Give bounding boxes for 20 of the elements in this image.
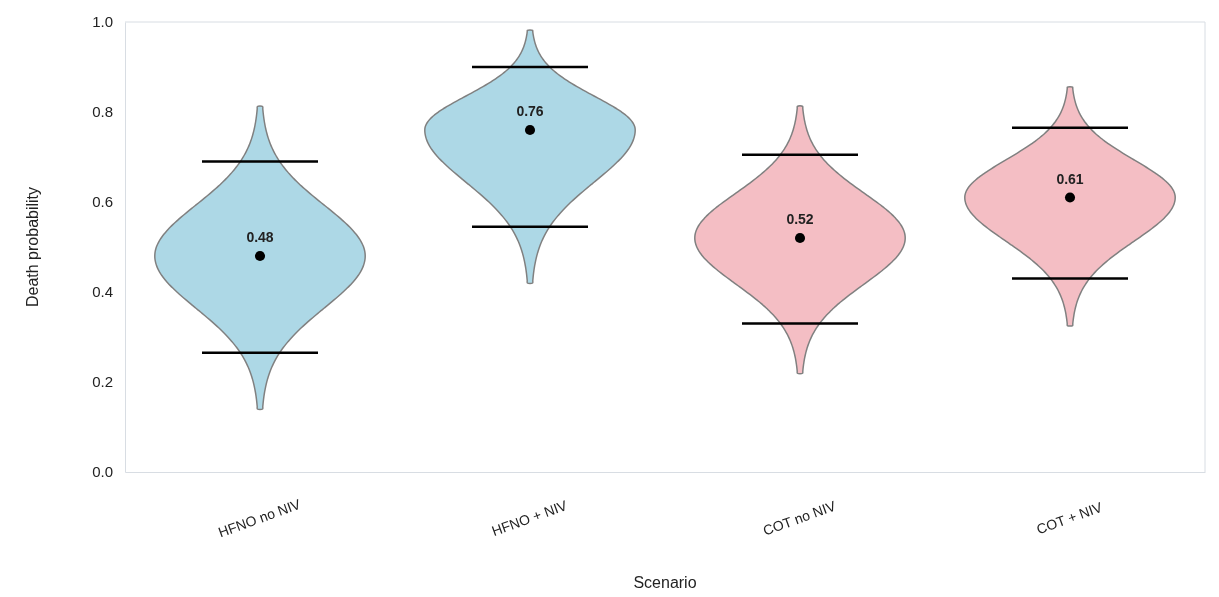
x-tick-label: COT no NIV: [760, 497, 839, 539]
data-label: 0.61: [1056, 170, 1084, 187]
x-axis-title: Scenario: [633, 574, 697, 591]
x-tick-label: COT + NIV: [1034, 498, 1105, 538]
data-label: 0.76: [516, 103, 544, 119]
point: [524, 124, 536, 136]
y-tick-label: 1.0: [92, 13, 113, 31]
x-tick-label: HFNO no NIV: [216, 495, 304, 541]
y-axis-title: Death probability: [24, 186, 41, 308]
data-label: 0.52: [786, 211, 814, 227]
x-tick-label: HFNO + NIV: [489, 496, 570, 540]
y-tick-label: 0.4: [92, 283, 113, 301]
y-tick-label: 0.2: [92, 373, 113, 391]
y-tick-label: 0.6: [92, 193, 113, 211]
point: [254, 250, 266, 262]
point: [794, 232, 806, 244]
y-tick-label: 0.8: [92, 103, 113, 121]
y-tick-label: 0.0: [92, 463, 113, 481]
point: [1064, 192, 1076, 203]
data-label: 0.48: [246, 229, 274, 245]
